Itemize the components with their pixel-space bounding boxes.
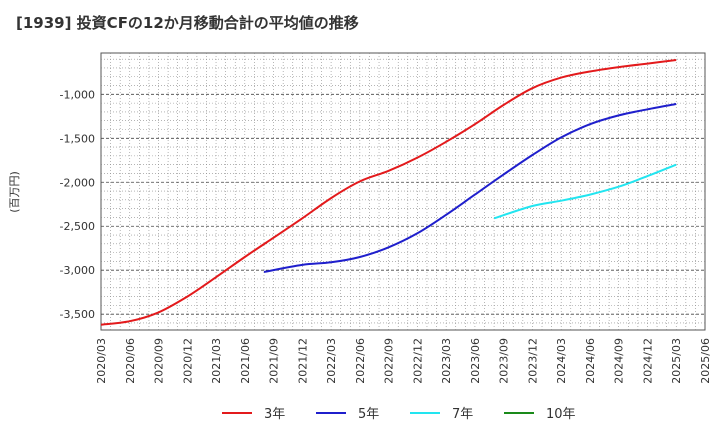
x-tick-label: 2025/06 — [699, 338, 712, 384]
x-tick-label: 2023/06 — [469, 338, 482, 384]
y-tick-label: -3,000 — [60, 264, 95, 277]
chart-title: [1939] 投資CFの12か月移動合計の平均値の推移 — [16, 14, 359, 32]
x-tick-label: 2022/12 — [411, 338, 424, 384]
x-tick-label: 2024/06 — [584, 338, 597, 384]
x-tick-label: 2021/09 — [268, 338, 281, 384]
legend-label: 3年 — [264, 407, 285, 422]
y-tick-label: -1,500 — [60, 132, 95, 145]
series-line-2 — [493, 163, 677, 220]
x-tick-label: 2024/12 — [641, 338, 654, 384]
grid-lines — [101, 53, 705, 330]
legend-label: 7年 — [452, 407, 473, 422]
x-tick-label: 2020/12 — [181, 338, 194, 384]
x-tick-label: 2023/03 — [440, 338, 453, 384]
legend: 3年 5年 7年 10年 — [222, 407, 576, 422]
x-tick-label: 2023/12 — [526, 338, 539, 384]
x-tick-label: 2023/09 — [498, 338, 511, 384]
series-line-1 — [263, 103, 677, 273]
x-tick-label: 2020/09 — [153, 338, 166, 384]
x-tick-label: 2021/12 — [296, 338, 309, 384]
y-tick-label: -1,000 — [60, 88, 95, 101]
legend-label: 5年 — [358, 407, 379, 422]
x-tick-label: 2020/06 — [124, 338, 137, 384]
y-tick-label: -3,500 — [60, 308, 95, 321]
y-axis: -1,000 -1,500 -2,000 -2,500 -3,000 -3,500 — [60, 88, 95, 321]
y-axis-title: (百万円) — [8, 171, 21, 213]
x-tick-label: 2021/06 — [239, 338, 252, 384]
x-tick-label: 2024/09 — [613, 338, 626, 384]
series-lines — [100, 59, 677, 326]
x-tick-label: 2024/03 — [555, 338, 568, 384]
legend-label: 10年 — [546, 407, 576, 422]
y-tick-label: -2,500 — [60, 220, 95, 233]
series-line-0 — [100, 59, 677, 326]
x-tick-label: 2025/03 — [670, 338, 683, 384]
x-tick-label: 2022/09 — [383, 338, 396, 384]
y-tick-label: -2,000 — [60, 176, 95, 189]
x-tick-label: 2022/06 — [354, 338, 367, 384]
x-tick-label: 2022/03 — [325, 338, 338, 384]
x-tick-label: 2020/03 — [95, 338, 108, 384]
x-axis: 2020/03 2020/06 2020/09 2020/12 2021/03 2021/… — [95, 338, 712, 384]
x-tick-label: 2021/03 — [210, 338, 223, 384]
